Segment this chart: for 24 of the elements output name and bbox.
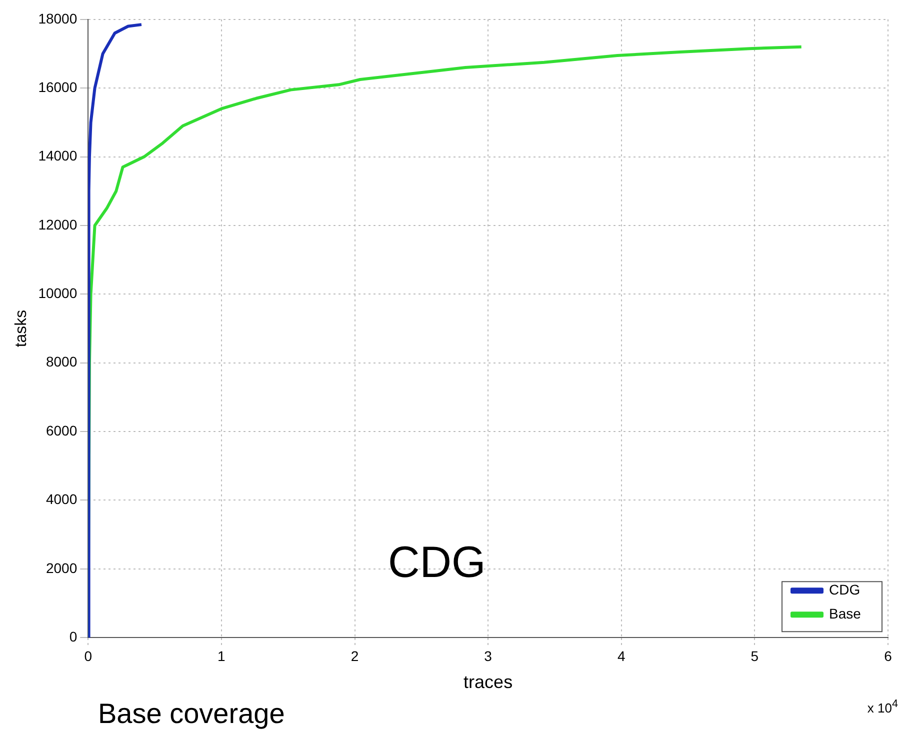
text: x 10$^{4}$ <box>867 698 898 716</box>
x-axis-title: traces <box>464 672 513 692</box>
y-tick-label: 0 <box>69 628 78 644</box>
y-tick-label: 10000 <box>38 285 78 302</box>
y-tick-label: 8000 <box>46 354 78 370</box>
x-tick-label: 2 <box>350 648 359 664</box>
x-tick-label: 0 <box>84 648 92 664</box>
text: Base coverage <box>98 698 285 730</box>
y-axis-title: tasks <box>13 310 30 348</box>
x-tick-label: 6 <box>884 648 892 664</box>
x-tick-label: 1 <box>218 648 226 664</box>
y-tick-label: 14000 <box>38 148 78 164</box>
y-tick-label: 2000 <box>46 560 78 576</box>
y-tick-label: 16000 <box>38 78 78 95</box>
x-tick-label: 4 <box>617 648 626 664</box>
x-tick-label: 5 <box>750 648 759 664</box>
y-tick-label: 12000 <box>38 216 78 232</box>
y-tick-label: 6000 <box>46 422 78 438</box>
legend-label: Base <box>829 605 862 622</box>
annotation: CDG <box>388 538 486 588</box>
x-tick-label: 3 <box>484 648 492 664</box>
y-tick-label: 4000 <box>46 491 78 508</box>
legend-label: CDG <box>829 581 860 598</box>
y-tick-label: 18000 <box>38 10 78 26</box>
